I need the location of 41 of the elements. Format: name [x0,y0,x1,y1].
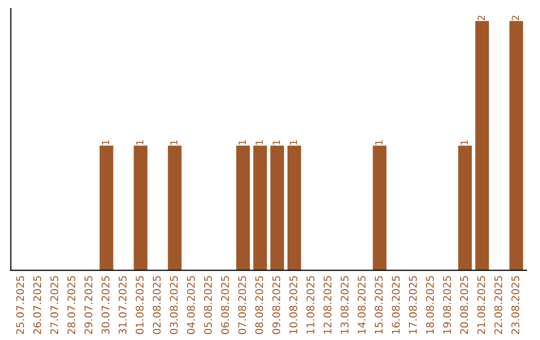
x-tick-label: 15.08.2025 [374,276,383,334]
x-tick-label: 04.08.2025 [186,276,195,334]
data-label: 1 [375,140,382,145]
x-tick-label: 10.08.2025 [289,276,298,334]
x-tick-label: 25.07.2025 [16,276,24,334]
x-tick-label: 08.08.2025 [255,276,264,334]
x-tick-label: 30.07.2025 [102,276,110,334]
x-tick-label: 29.07.2025 [84,276,92,334]
x-tick-label: 03.08.2025 [170,276,178,334]
data-label: 1 [290,140,297,145]
data-label: 2 [512,16,519,20]
data-label: 1 [460,140,468,145]
data-label: 1 [272,140,280,145]
x-tick-label: 23.08.2025 [511,276,520,334]
x-tick-label: 09.08.2025 [272,276,280,334]
data-label: 1 [102,140,110,145]
x-tick-label: 14.08.2025 [358,276,366,334]
x-tick-label: 01.08.2025 [136,276,144,334]
x-tick-label: 11.08.2025 [306,276,314,334]
data-label: 1 [256,140,263,145]
x-tick-label: 07.08.2025 [238,276,246,334]
x-tick-label: 27.07.2025 [50,276,58,334]
x-tick-label: 28.07.2025 [67,276,76,334]
x-tick-label: 17.08.2025 [408,276,417,334]
x-tick-label: 02.08.2025 [152,276,161,334]
x-tick-label: 06.08.2025 [221,276,229,334]
x-tick-label: 19.08.2025 [443,276,451,334]
data-label: 2 [478,16,485,20]
x-tick-label: 20.08.2025 [460,276,468,334]
x-tick-label: 16.08.2025 [392,276,400,334]
x-tick-label: 21.08.2025 [477,276,486,334]
x-tick-label: 05.08.2025 [204,276,212,334]
x-tick-label: 18.08.2025 [426,276,434,334]
x-tick-label: 31.07.2025 [118,276,127,334]
data-label: 1 [238,140,246,145]
x-tick-label: 13.08.2025 [340,276,349,334]
data-label: 1 [170,140,178,145]
x-tick-label: 12.08.2025 [324,276,332,334]
x-tick-label: 22.08.2025 [494,276,502,334]
x-tick-label: 26.07.2025 [33,276,42,334]
data-label: 1 [136,140,144,145]
